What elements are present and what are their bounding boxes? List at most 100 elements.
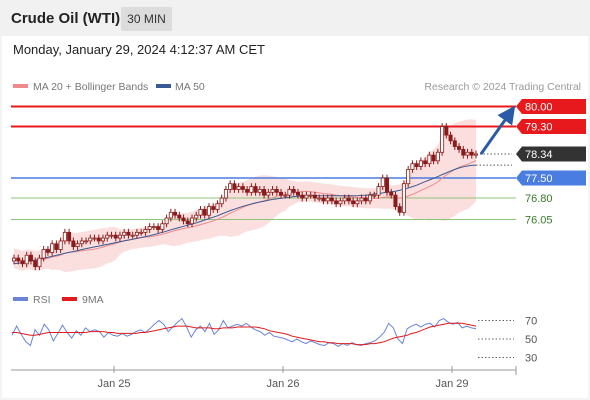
level-tag-resistance bbox=[516, 119, 586, 135]
candle-down bbox=[461, 148, 466, 156]
candle-up bbox=[198, 209, 203, 216]
candle-up bbox=[338, 200, 343, 205]
candle-down bbox=[113, 234, 118, 239]
level-lines bbox=[11, 105, 516, 220]
candle-down bbox=[329, 197, 334, 202]
candle-up bbox=[50, 243, 55, 253]
candle-down bbox=[185, 220, 190, 225]
candle-down bbox=[397, 206, 402, 213]
candle-down bbox=[444, 126, 449, 136]
candle-down bbox=[321, 197, 326, 202]
level-label: 76.80 bbox=[525, 193, 553, 205]
level-label: 79.30 bbox=[525, 122, 553, 134]
candle-up bbox=[372, 194, 377, 197]
candle-down bbox=[156, 226, 161, 230]
candle-down bbox=[33, 260, 38, 268]
level-tag-resistance bbox=[516, 99, 586, 114]
candle-up bbox=[58, 240, 63, 250]
candle-up bbox=[151, 226, 156, 229]
candle-up bbox=[88, 237, 93, 242]
candle-down bbox=[300, 194, 305, 199]
candle-up bbox=[406, 169, 411, 185]
legend-ma50: MA 50 bbox=[175, 81, 205, 93]
level-label: 76.05 bbox=[525, 214, 553, 226]
candle-up bbox=[190, 217, 195, 225]
candle-down bbox=[312, 194, 317, 199]
level-tags: 80.00 79.30 78.34 77.50 76.80 76.05 bbox=[516, 99, 586, 226]
candle-up bbox=[473, 153, 478, 156]
candle-up bbox=[223, 189, 228, 199]
chart-panel bbox=[2, 36, 588, 398]
candle-down bbox=[202, 209, 207, 216]
rsi-series-rsi bbox=[11, 317, 477, 347]
candle-up bbox=[270, 189, 275, 193]
candle-up bbox=[355, 200, 360, 205]
candle-down bbox=[334, 200, 339, 205]
candle-down bbox=[54, 243, 59, 250]
chart-datetime: Monday, January 29, 2024 4:12:37 AM CET bbox=[13, 42, 265, 57]
candle-up bbox=[134, 231, 139, 236]
candle-down bbox=[363, 197, 368, 202]
rsi-panel: 30 50 70 bbox=[11, 316, 537, 365]
x-tick-label: Jan 26 bbox=[266, 378, 299, 390]
candle-down bbox=[431, 154, 436, 162]
candle-up bbox=[122, 231, 127, 236]
candle-down bbox=[423, 160, 428, 165]
ma20-line bbox=[13, 160, 477, 262]
candle-up bbox=[92, 237, 97, 240]
candle-down bbox=[279, 191, 284, 196]
candle-down bbox=[452, 140, 457, 147]
candle-up bbox=[435, 151, 440, 162]
candle-up bbox=[257, 189, 262, 193]
candle-down bbox=[240, 186, 245, 190]
legend-ma9: 9MA bbox=[82, 294, 104, 306]
legend-rsi-swatch bbox=[13, 297, 28, 301]
forecast-arrow bbox=[479, 105, 516, 155]
instrument-title: Crude Oil (WTI) bbox=[11, 10, 121, 27]
candle-up bbox=[160, 223, 165, 230]
legend-ma50-swatch bbox=[156, 84, 171, 88]
moving-averages bbox=[13, 160, 512, 265]
legend-ma-bb-swatch bbox=[13, 84, 28, 88]
candle-up bbox=[359, 197, 364, 202]
level-tag-last bbox=[516, 146, 586, 162]
candle-up bbox=[465, 151, 470, 156]
timeframe-button[interactable]: 30 MIN bbox=[121, 7, 172, 31]
legend-ma9-swatch bbox=[62, 297, 77, 301]
candle-up bbox=[164, 217, 169, 225]
candle-up bbox=[79, 240, 84, 245]
candle-down bbox=[469, 151, 474, 156]
candle-up bbox=[266, 191, 271, 196]
candle-down bbox=[71, 240, 76, 248]
rsi-tick-label: 50 bbox=[525, 334, 537, 346]
candle-down bbox=[393, 194, 398, 208]
candles bbox=[11, 123, 478, 271]
candle-up bbox=[401, 183, 406, 213]
candle-up bbox=[139, 231, 144, 234]
candle-up bbox=[287, 189, 292, 196]
candle-up bbox=[228, 183, 233, 190]
candle-down bbox=[389, 191, 394, 196]
candle-down bbox=[384, 177, 389, 193]
x-axis: Jan 25 Jan 26 Jan 29 bbox=[97, 366, 469, 390]
candle-up bbox=[11, 257, 16, 262]
candle-up bbox=[368, 194, 373, 202]
legend-ma-bb: MA 20 + Bollinger Bands bbox=[33, 81, 148, 93]
candle-down bbox=[16, 257, 21, 262]
candle-down bbox=[126, 231, 131, 236]
candle-down bbox=[351, 200, 356, 205]
rsi-tick-label: 30 bbox=[525, 353, 537, 365]
candle-up bbox=[427, 154, 432, 165]
level-label: 80.00 bbox=[525, 102, 553, 114]
candle-up bbox=[130, 234, 135, 237]
candle-up bbox=[215, 203, 220, 210]
candle-up bbox=[41, 249, 46, 259]
candle-down bbox=[211, 206, 216, 210]
candle-down bbox=[245, 189, 250, 193]
legend-rsi: RSI bbox=[33, 294, 51, 306]
candle-up bbox=[440, 126, 445, 153]
rsi-series-9ma bbox=[12, 322, 477, 346]
candle-up bbox=[410, 163, 415, 170]
candle-up bbox=[37, 257, 42, 268]
